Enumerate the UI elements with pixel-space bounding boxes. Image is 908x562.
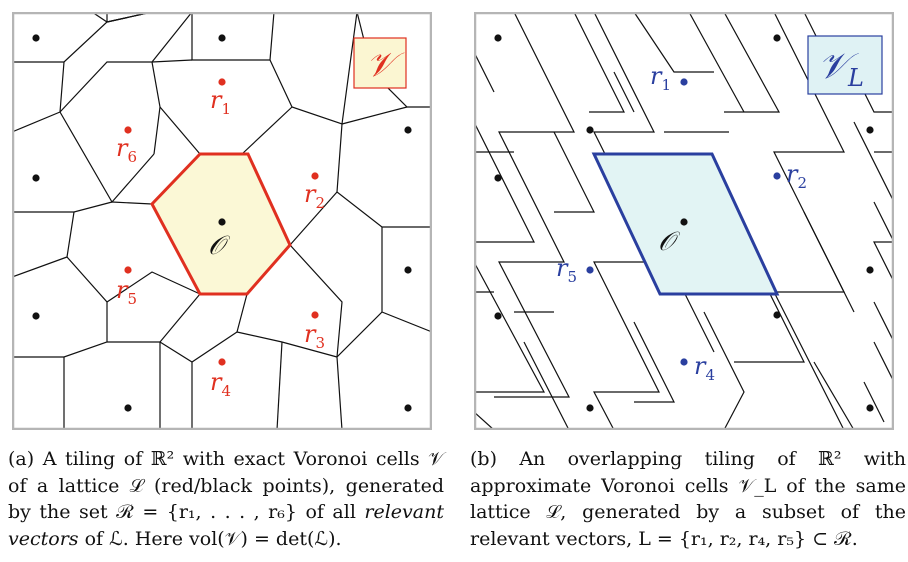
relevant-vector-labels: r1 r2 r3 r4 r5 r6 xyxy=(116,86,325,400)
voronoi-badge: 𝒱 xyxy=(353,37,407,89)
svg-text:𝒱L: 𝒱L xyxy=(818,46,864,92)
selected-relevant-vectors xyxy=(586,78,781,366)
caption-b-text: (b) An overlapping tiling of ℝ² with app… xyxy=(470,448,906,550)
caption-a-part2: of ℒ. Here vol(𝒱) = det(ℒ). xyxy=(78,527,342,550)
label-r4-b: r4 xyxy=(694,352,715,384)
exact-voronoi-diagram: r1 r2 r3 r4 r5 r6 𝒪 𝒱 xyxy=(11,11,433,431)
panel-approximate-voronoi: r1 r2 r4 r5 𝒪 𝒱L xyxy=(473,11,895,431)
relevant-vectors xyxy=(124,78,319,366)
approximate-voronoi-badge: 𝒱L xyxy=(807,35,883,95)
point-r1 xyxy=(218,78,226,86)
voronoi-edges xyxy=(12,12,432,430)
label-r2: r2 xyxy=(304,180,325,212)
point-r1-b xyxy=(680,78,688,86)
approximate-voronoi-diagram: r1 r2 r4 r5 𝒪 𝒱L xyxy=(473,11,895,431)
selected-vector-labels: r1 r2 r4 r5 xyxy=(556,62,807,384)
point-r5-b xyxy=(586,266,594,274)
label-r5: r5 xyxy=(116,276,137,308)
panel-frame xyxy=(11,11,433,431)
label-r2-b: r2 xyxy=(786,160,807,192)
point-r6 xyxy=(124,126,132,134)
point-r3 xyxy=(311,311,319,319)
label-r3: r3 xyxy=(304,320,325,352)
black-lattice-points xyxy=(32,34,412,412)
label-r1: r1 xyxy=(210,86,231,118)
origin-point-b xyxy=(680,218,688,226)
point-r4 xyxy=(218,358,226,366)
caption-a-part1: (a) A tiling of ℝ² with exact Voronoi ce… xyxy=(8,448,444,523)
label-r6: r6 xyxy=(116,134,137,166)
panel-exact-voronoi: r1 r2 r3 r4 r5 r6 𝒪 𝒱 xyxy=(11,11,433,431)
label-r4: r4 xyxy=(210,368,231,400)
caption-exact-voronoi: (a) A tiling of ℝ² with exact Voronoi ce… xyxy=(8,446,444,552)
panel-frame-b xyxy=(473,11,895,431)
point-r5 xyxy=(124,266,132,274)
origin-point xyxy=(218,218,226,226)
caption-approximate-voronoi: (b) An overlapping tiling of ℝ² with app… xyxy=(470,446,906,552)
label-r1-b: r1 xyxy=(650,62,671,94)
caption-a-italic: relevant vectors xyxy=(8,501,444,550)
black-lattice-points-b xyxy=(494,34,874,412)
point-r2-b xyxy=(773,172,781,180)
point-r4-b xyxy=(680,358,688,366)
point-r2 xyxy=(311,172,319,180)
label-r5-b: r5 xyxy=(556,254,577,286)
